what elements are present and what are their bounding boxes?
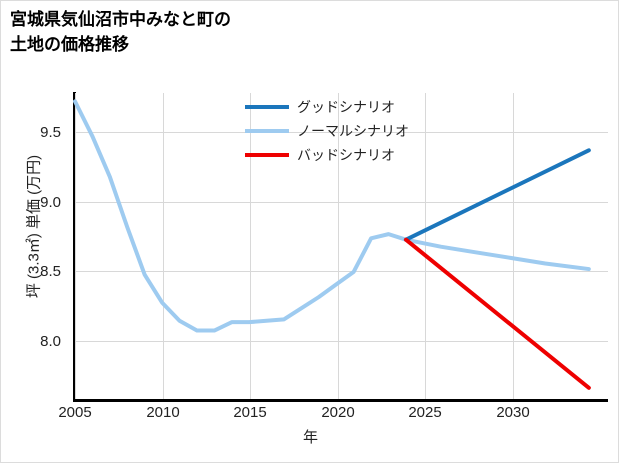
legend-item-good[interactable]: グッドシナリオ bbox=[245, 95, 445, 119]
y-axis-label: 坪 (3.3㎡) 単価 (万円) bbox=[25, 154, 43, 299]
gridline-x-2025 bbox=[425, 93, 426, 399]
gridline-x-2015 bbox=[250, 93, 251, 399]
series-line-bad bbox=[403, 237, 591, 390]
legend-item-bad[interactable]: バッドシナリオ bbox=[245, 143, 445, 167]
gridline-x-2030 bbox=[513, 93, 514, 399]
gridline-x-2010 bbox=[163, 93, 164, 399]
legend-swatch-normal bbox=[245, 129, 289, 133]
legend-item-normal[interactable]: ノーマルシナリオ bbox=[245, 119, 445, 143]
legend-swatch-good bbox=[245, 105, 289, 109]
gridline-y-9.0 bbox=[75, 202, 608, 203]
x-tick-label-2030: 2030 bbox=[496, 404, 530, 421]
y-tick-label-8.5: 8.5 bbox=[40, 263, 61, 280]
legend-swatch-bad bbox=[245, 153, 289, 157]
chart-legend: グッドシナリオ ノーマルシナリオ バッドシナリオ bbox=[245, 95, 445, 167]
plot-area bbox=[73, 93, 608, 399]
x-tick-label-2020: 2020 bbox=[321, 404, 355, 421]
legend-label-normal: ノーマルシナリオ bbox=[297, 123, 409, 139]
gridline-y-8.0 bbox=[75, 341, 608, 342]
x-axis-spine bbox=[73, 399, 608, 402]
x-axis-label: 年 bbox=[302, 429, 318, 446]
series-lines bbox=[73, 99, 591, 390]
legend-label-bad: バッドシナリオ bbox=[297, 147, 395, 163]
gridline-y-9.5 bbox=[75, 132, 608, 133]
gridline-x-2020 bbox=[338, 93, 339, 399]
series-line-good bbox=[403, 148, 591, 242]
gridline-y-8.5 bbox=[75, 271, 608, 272]
y-tick-label-9.0: 9.0 bbox=[40, 194, 61, 211]
y-axis-spine bbox=[73, 92, 76, 401]
x-tick-label-2005: 2005 bbox=[58, 404, 92, 421]
x-tick-label-2015: 2015 bbox=[233, 404, 267, 421]
y-tick-label-9.5: 9.5 bbox=[40, 124, 61, 141]
series-line-normal bbox=[73, 99, 591, 333]
x-tick-label-2010: 2010 bbox=[146, 404, 180, 421]
y-tick-label-8.0: 8.0 bbox=[40, 333, 61, 350]
chart-title: 宮城県気仙沼市中みなと町の 土地の価格推移 bbox=[10, 10, 231, 54]
x-tick-label-2025: 2025 bbox=[408, 404, 442, 421]
gridline-x-2005 bbox=[75, 93, 76, 399]
legend-label-good: グッドシナリオ bbox=[297, 99, 395, 115]
